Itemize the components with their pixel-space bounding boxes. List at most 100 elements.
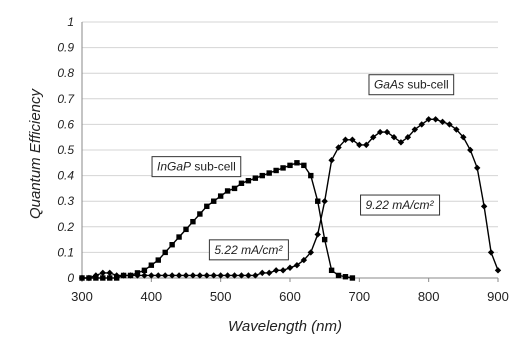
data-point (328, 157, 335, 164)
y-tick-label: 0.7 (57, 92, 75, 106)
annotation-text: 5.22 mA/cm² (214, 243, 283, 257)
data-point (363, 141, 370, 149)
data-point (342, 274, 349, 280)
data-point (308, 172, 314, 179)
data-point (321, 198, 328, 205)
data-point (328, 267, 335, 274)
grid-lines (82, 21, 498, 253)
y-tick-labels: 0 0.1 0.2 0.3 0.4 0.5 0.6 0.7 0.8 0.9 1 (57, 15, 75, 285)
data-point (294, 160, 300, 166)
data-point (190, 218, 196, 225)
data-point (293, 262, 301, 269)
data-point (252, 272, 259, 279)
data-point (335, 272, 342, 279)
data-point (113, 272, 120, 279)
data-point (204, 203, 210, 210)
data-point (85, 274, 93, 282)
data-point (314, 231, 321, 238)
data-point (169, 242, 175, 248)
data-point (453, 126, 460, 133)
series-layer (78, 116, 502, 282)
y-tick-label: 0.5 (57, 143, 74, 157)
data-point (134, 272, 141, 279)
annotation-box (360, 194, 441, 216)
data-point (231, 185, 238, 192)
data-point (315, 198, 321, 204)
data-point (439, 118, 446, 126)
data-point (425, 116, 432, 123)
data-point (286, 264, 294, 271)
x-tick-label: 400 (140, 289, 162, 304)
data-point (107, 275, 113, 281)
data-point (183, 226, 189, 233)
annotation-main: 5.22 mA/cm² (214, 243, 283, 257)
axes (81, 22, 499, 282)
y-axis-label: Quantum Efficiency (27, 87, 44, 219)
annotation: 5.22 mA/cm² (208, 239, 289, 261)
series-line (82, 162, 353, 279)
data-point (335, 144, 342, 151)
data-point (141, 267, 148, 274)
data-point (259, 172, 265, 179)
data-point (210, 272, 217, 279)
annotation: 9.22 mA/cm² (360, 194, 441, 216)
data-point (99, 269, 106, 277)
data-point (273, 167, 279, 174)
data-point (120, 272, 127, 279)
data-point (155, 257, 161, 263)
data-point (182, 272, 190, 279)
annotation-main: InGaP (157, 160, 191, 174)
data-point (196, 272, 204, 279)
x-tick-label: 500 (210, 289, 232, 304)
data-point (301, 162, 307, 169)
data-point (404, 134, 412, 141)
data-point (480, 203, 488, 210)
data-point (494, 267, 502, 274)
x-tick-label: 700 (348, 289, 370, 304)
data-point (148, 272, 155, 279)
data-point (224, 188, 231, 194)
annotation-suffix: sub-cell (191, 160, 236, 174)
data-point (321, 236, 328, 243)
y-tick-label: 1 (67, 15, 74, 29)
x-tick-label: 900 (487, 289, 509, 304)
data-point (383, 128, 391, 136)
data-point (397, 139, 405, 146)
data-point (238, 272, 245, 279)
data-point (279, 267, 287, 274)
data-point (411, 126, 418, 133)
annotation-text: 9.22 mA/cm² (366, 198, 435, 212)
data-point (280, 165, 286, 171)
data-point (127, 272, 134, 279)
data-point (92, 272, 100, 279)
data-point (307, 249, 314, 256)
data-point (162, 272, 169, 279)
y-tick-label: 0.4 (57, 169, 74, 183)
data-point (245, 272, 252, 279)
data-point (175, 272, 183, 279)
data-point (189, 272, 197, 279)
data-point (272, 267, 280, 274)
data-point (370, 134, 377, 141)
data-point (460, 134, 467, 141)
data-point (487, 249, 495, 256)
annotation-box (151, 156, 242, 178)
data-point (203, 272, 210, 279)
y-tick-label: 0.8 (57, 66, 74, 80)
data-point (231, 272, 238, 279)
data-point (252, 175, 259, 181)
data-point (217, 272, 224, 279)
data-point (106, 269, 113, 277)
data-point (238, 180, 245, 186)
data-point (245, 178, 252, 184)
data-point (467, 146, 474, 154)
x-tick-labels: 300 400 500 600 700 800 900 (71, 289, 509, 304)
data-point (168, 272, 176, 279)
annotation-suffix: sub-cell (404, 78, 449, 92)
y-tick-label: 0.3 (57, 194, 74, 208)
data-point (390, 134, 398, 141)
data-point (141, 272, 148, 279)
data-point (474, 164, 481, 172)
